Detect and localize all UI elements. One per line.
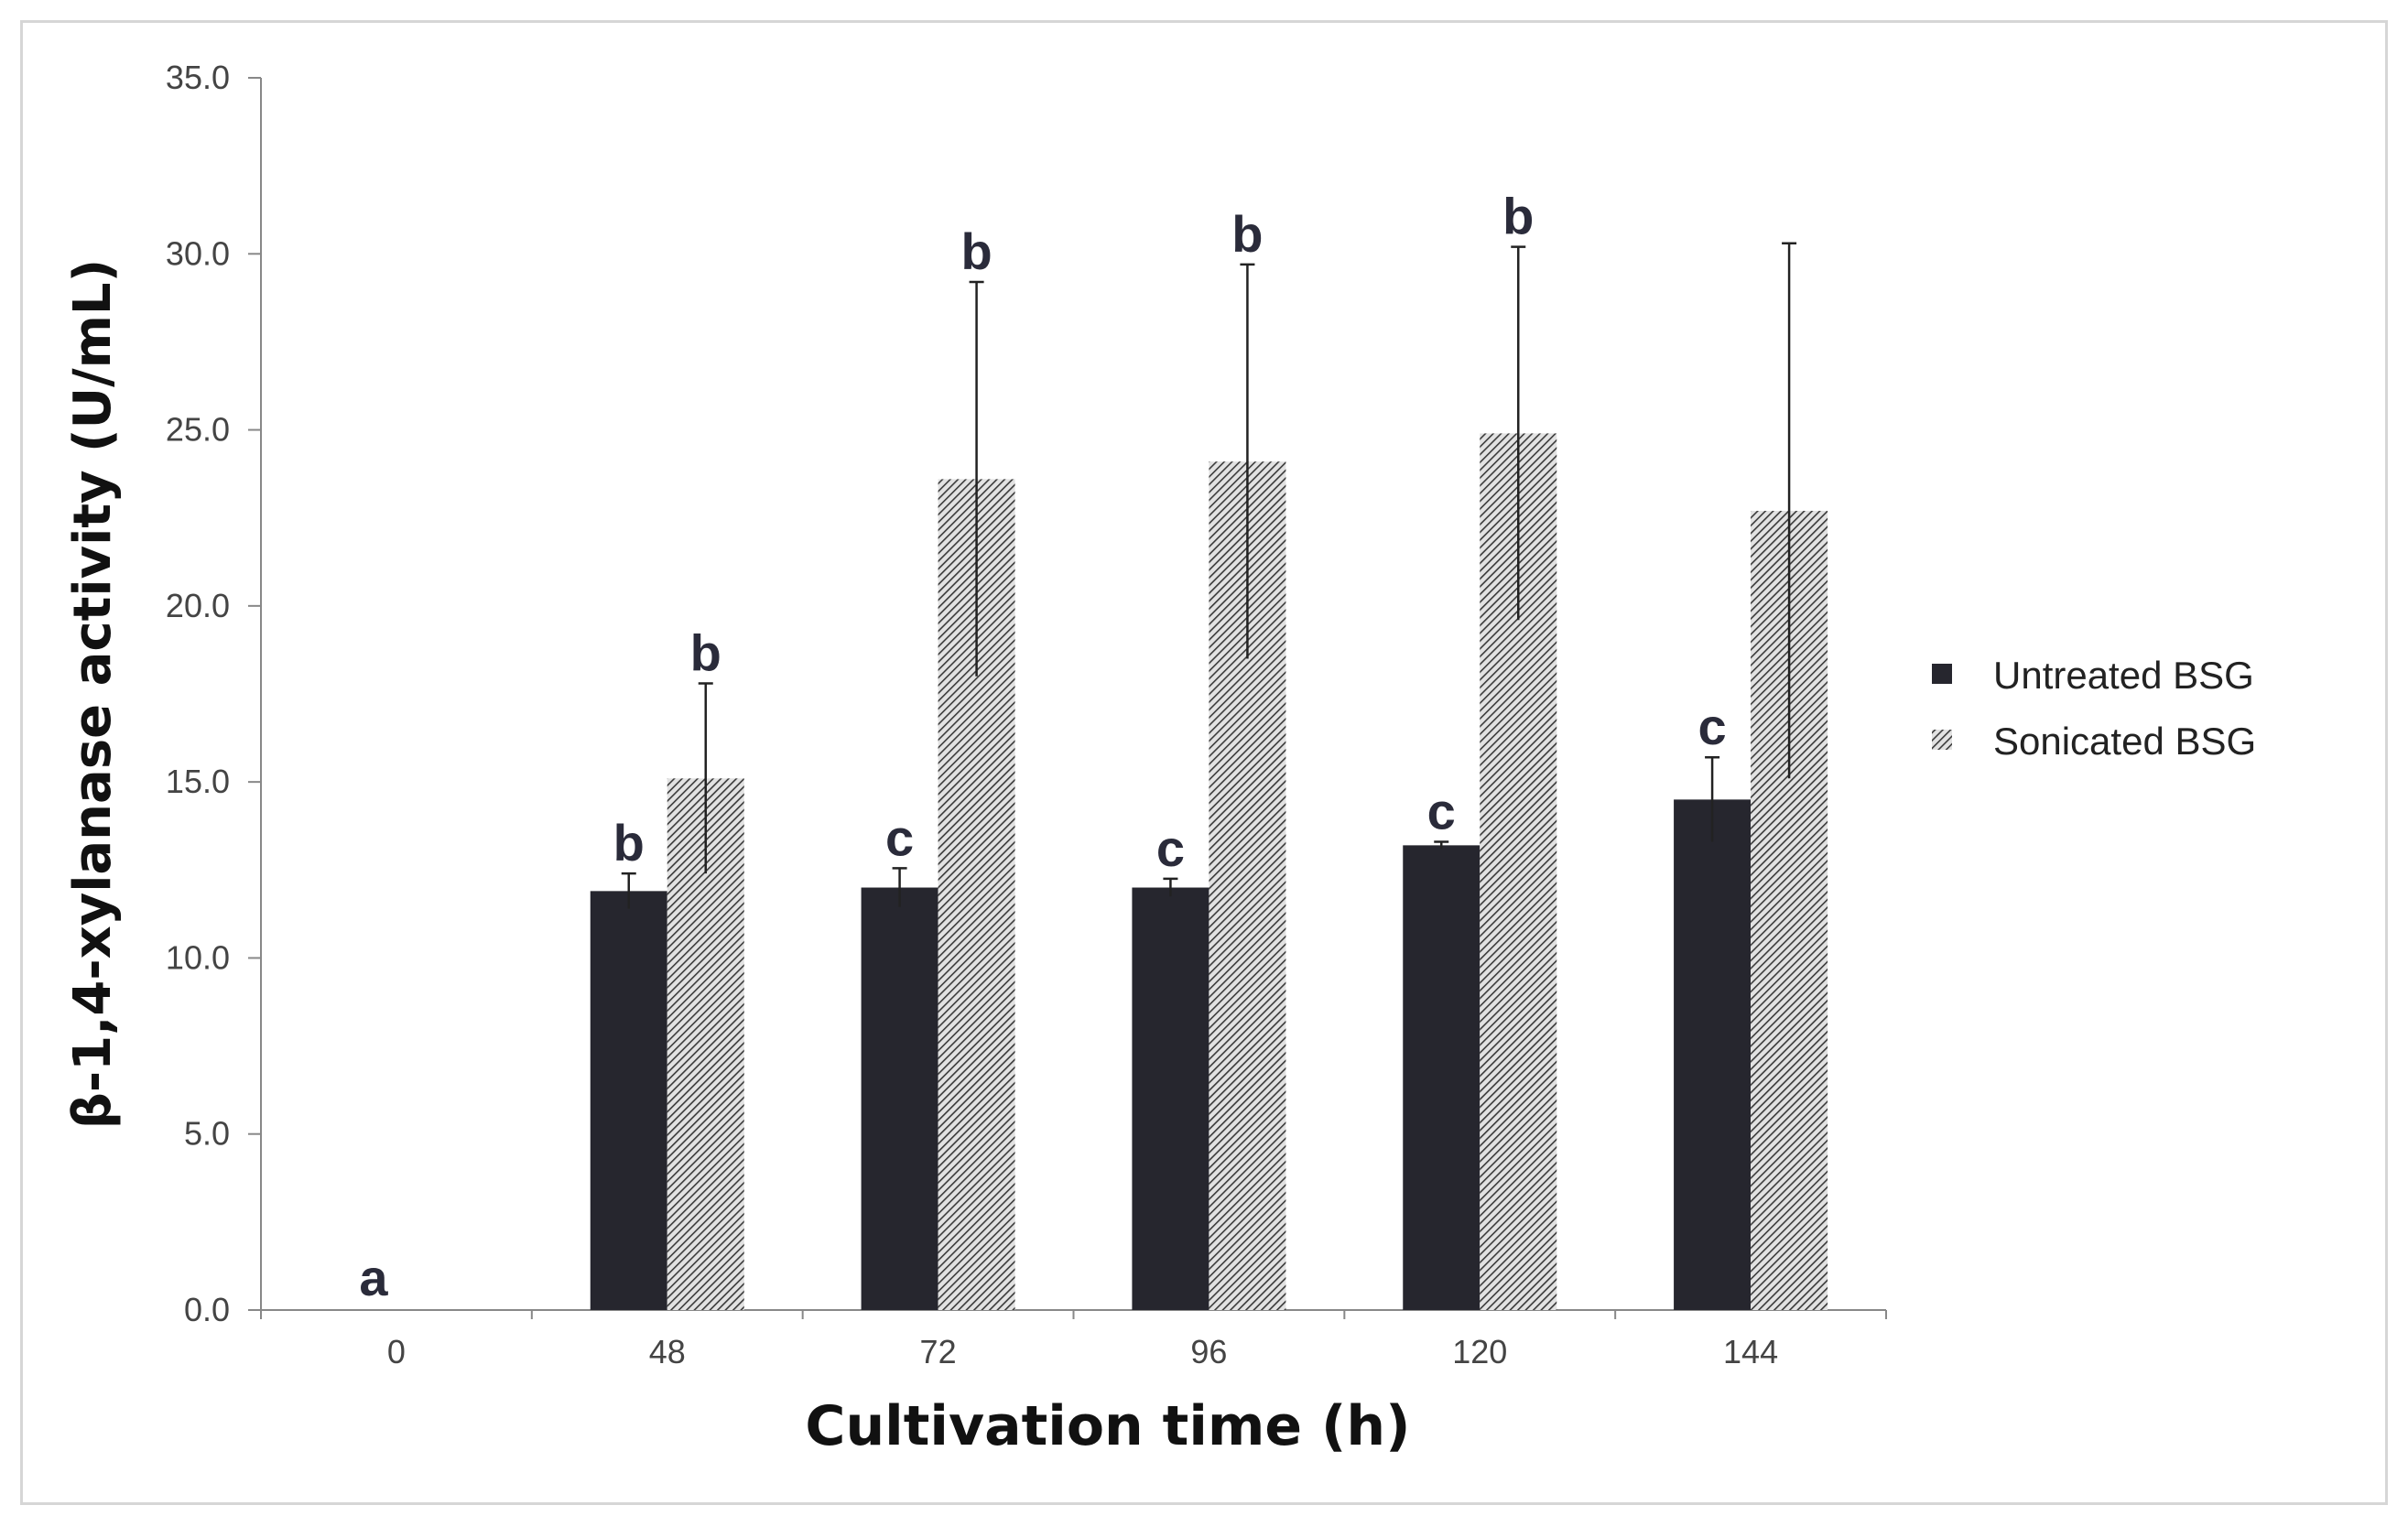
y-axis-title: β-1,4-xylanase activity (U/mL) [63, 259, 123, 1129]
y-tick-label: 15.0 [166, 763, 230, 800]
y-tick-label: 35.0 [166, 59, 230, 96]
x-tick-label: 144 [1723, 1333, 1778, 1370]
significance-letter: b [960, 222, 992, 280]
y-tick-labels: 0.0 5.0 10.0 15.0 20.0 25.0 30.0 35.0 [166, 59, 230, 1328]
y-tick-label: 0.0 [184, 1291, 230, 1328]
x-tick-marks [260, 1310, 1887, 1319]
x-tick-label: 72 [920, 1333, 957, 1370]
bar-untreated [1674, 799, 1752, 1310]
y-tick-label: 5.0 [184, 1115, 230, 1153]
legend-label-sonicated: Sonicated BSG [1993, 720, 2256, 763]
bars [590, 433, 1828, 1311]
significance-letter: c [885, 808, 914, 866]
significance-letter: b [1502, 188, 1534, 245]
y-tick-label: 20.0 [166, 587, 230, 624]
y-axis: 0.0 5.0 10.0 15.0 20.0 25.0 30.0 35.0 [166, 59, 262, 1328]
legend-label-untreated: Untreated BSG [1993, 654, 2254, 697]
y-tick-label: 25.0 [166, 411, 230, 449]
y-tick-label: 10.0 [166, 938, 230, 976]
legend-swatch-sonicated [1932, 730, 1952, 750]
x-tick-label: 96 [1190, 1333, 1227, 1370]
bar-untreated [1132, 887, 1209, 1310]
significance-letters: a b b c b c b c b c [359, 188, 1726, 1306]
significance-letter: b [1231, 205, 1263, 263]
legend-swatch-untreated [1932, 664, 1952, 684]
x-axis: 0 48 72 96 120 144 [260, 1309, 1887, 1370]
figure-frame: 0.0 5.0 10.0 15.0 20.0 25.0 30.0 35.0 0 48 72 96 12… [20, 20, 2388, 1505]
xylanase-bar-chart: 0.0 5.0 10.0 15.0 20.0 25.0 30.0 35.0 0 48 72 96 12… [63, 59, 2256, 1458]
error-bars [621, 242, 1797, 909]
x-tick-label: 48 [649, 1333, 686, 1370]
significance-letter: b [613, 814, 645, 872]
bar-untreated [590, 891, 667, 1310]
significance-letter: c [1698, 698, 1727, 755]
y-tick-marks [248, 77, 261, 1311]
significance-letter: b [690, 623, 721, 681]
bar-untreated [1403, 845, 1481, 1310]
y-tick-label: 30.0 [166, 234, 230, 272]
significance-letter: c [1156, 819, 1185, 877]
x-axis-title: Cultivation time (h) [805, 1394, 1410, 1458]
x-tick-label: 120 [1452, 1333, 1507, 1370]
x-tick-label: 0 [387, 1333, 406, 1370]
legend: Untreated BSG Sonicated BSG [1932, 654, 2256, 763]
legend-entry-sonicated: Sonicated BSG [1932, 720, 2256, 763]
bar-untreated [861, 887, 938, 1310]
x-tick-labels: 0 48 72 96 120 144 [387, 1333, 1778, 1370]
significance-letter: c [1427, 783, 1456, 840]
legend-entry-untreated: Untreated BSG [1932, 654, 2254, 697]
significance-letter: a [359, 1249, 388, 1306]
